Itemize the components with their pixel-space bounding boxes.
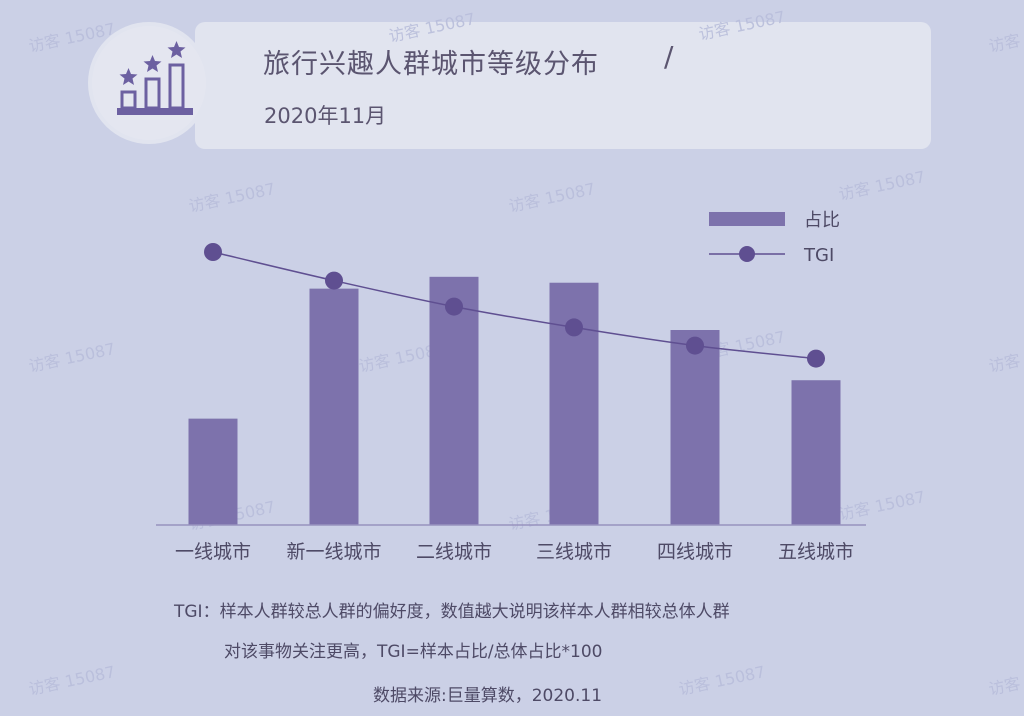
- watermark-text: 访客 15087: [507, 179, 597, 216]
- x-tick-label: 二线城市: [416, 541, 492, 563]
- watermarks: 访客 15087 访客 15087 访客 15087 访客 15087 访客 15087…: [27, 7, 1024, 699]
- watermark-text: 访客 15087: [27, 662, 117, 699]
- bar-0: [188, 418, 238, 525]
- stars-podium-icon: [117, 41, 193, 115]
- tgi-point-2: [445, 297, 463, 316]
- x-tick-label: 四线城市: [657, 541, 733, 563]
- x-tick-label: 五线城市: [778, 541, 854, 563]
- bar-1: [309, 288, 359, 525]
- legend-label-bar: 占比: [804, 210, 840, 231]
- tgi-point-4: [686, 336, 704, 355]
- legend-marker: [739, 246, 755, 262]
- tgi-point-1: [325, 271, 343, 290]
- x-tick-label: 一线城市: [175, 541, 251, 563]
- bar-5: [791, 380, 841, 525]
- watermark-text: 访客 15087: [387, 9, 477, 46]
- watermark-text: 访客 15087: [987, 339, 1024, 376]
- bar-series: [188, 276, 841, 525]
- bar-4: [670, 330, 720, 525]
- x-tick-labels: 一线城市 新一线城市 二线城市 三线城市 四线城市 五线城市: [175, 541, 854, 563]
- watermark-text: 访客 15087: [987, 662, 1024, 699]
- legend-label-line: TGI: [803, 245, 834, 266]
- page-subtitle: 2020年11月: [264, 104, 387, 128]
- page-title: 旅行兴趣人群城市等级分布: [263, 49, 599, 80]
- tgi-note-line1: TGI：样本人群较总人群的偏好度，数值越大说明该样本人群相较总体人群: [174, 602, 730, 622]
- bar-2: [429, 276, 479, 525]
- watermark-text: 访客 15087: [27, 19, 117, 56]
- watermark-text: 访客 15087: [837, 167, 927, 204]
- watermark-text: 访客 15087: [697, 7, 787, 44]
- tgi-note-line2: 对该事物关注更高，TGI=样本占比/总体占比*100: [224, 642, 603, 662]
- x-tick-label: 三线城市: [536, 541, 612, 563]
- data-source: 数据来源:巨量算数，2020.11: [373, 686, 603, 706]
- watermark-text: 访客 15087: [987, 19, 1024, 56]
- watermark-text: 访客 15087: [187, 179, 277, 216]
- header-badge-inner: [92, 26, 206, 140]
- tgi-point-0: [204, 243, 222, 261]
- title-separator: /: [664, 40, 674, 73]
- tgi-point-3: [565, 318, 583, 337]
- legend-bar-swatch: [709, 212, 785, 226]
- watermark-text: 访客 15087: [677, 662, 767, 699]
- tgi-line: [212, 251, 817, 360]
- tgi-line-series: [204, 243, 825, 368]
- chart-legend: 占比 TGI: [709, 210, 840, 266]
- tgi-point-5: [807, 349, 825, 368]
- watermark-text: 访客 15087: [27, 339, 117, 376]
- watermark-text: 访客 15087: [837, 487, 927, 524]
- header-panel: [195, 22, 931, 149]
- x-tick-label: 新一线城市: [286, 541, 381, 563]
